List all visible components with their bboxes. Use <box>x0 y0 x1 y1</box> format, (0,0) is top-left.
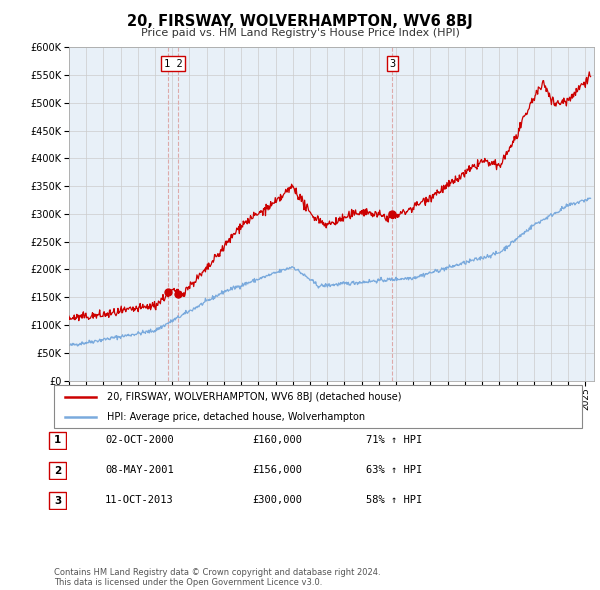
Text: 1 2: 1 2 <box>164 59 182 69</box>
Text: 1: 1 <box>54 435 61 445</box>
FancyBboxPatch shape <box>49 432 66 449</box>
Text: Contains HM Land Registry data © Crown copyright and database right 2024.
This d: Contains HM Land Registry data © Crown c… <box>54 568 380 587</box>
FancyBboxPatch shape <box>54 385 582 428</box>
Text: 63% ↑ HPI: 63% ↑ HPI <box>366 465 422 474</box>
FancyBboxPatch shape <box>49 462 66 479</box>
Text: Price paid vs. HM Land Registry's House Price Index (HPI): Price paid vs. HM Land Registry's House … <box>140 28 460 38</box>
Text: 20, FIRSWAY, WOLVERHAMPTON, WV6 8BJ (detached house): 20, FIRSWAY, WOLVERHAMPTON, WV6 8BJ (det… <box>107 392 401 402</box>
Text: 20, FIRSWAY, WOLVERHAMPTON, WV6 8BJ: 20, FIRSWAY, WOLVERHAMPTON, WV6 8BJ <box>127 14 473 28</box>
Text: 2: 2 <box>54 466 61 476</box>
Text: 02-OCT-2000: 02-OCT-2000 <box>105 435 174 444</box>
Text: 58% ↑ HPI: 58% ↑ HPI <box>366 495 422 504</box>
Text: £160,000: £160,000 <box>252 435 302 444</box>
Text: £156,000: £156,000 <box>252 465 302 474</box>
Text: 3: 3 <box>389 59 395 69</box>
Text: 3: 3 <box>54 496 61 506</box>
FancyBboxPatch shape <box>49 492 66 509</box>
Text: £300,000: £300,000 <box>252 495 302 504</box>
Text: 71% ↑ HPI: 71% ↑ HPI <box>366 435 422 444</box>
Text: 08-MAY-2001: 08-MAY-2001 <box>105 465 174 474</box>
Text: HPI: Average price, detached house, Wolverhampton: HPI: Average price, detached house, Wolv… <box>107 412 365 422</box>
Text: 11-OCT-2013: 11-OCT-2013 <box>105 495 174 504</box>
